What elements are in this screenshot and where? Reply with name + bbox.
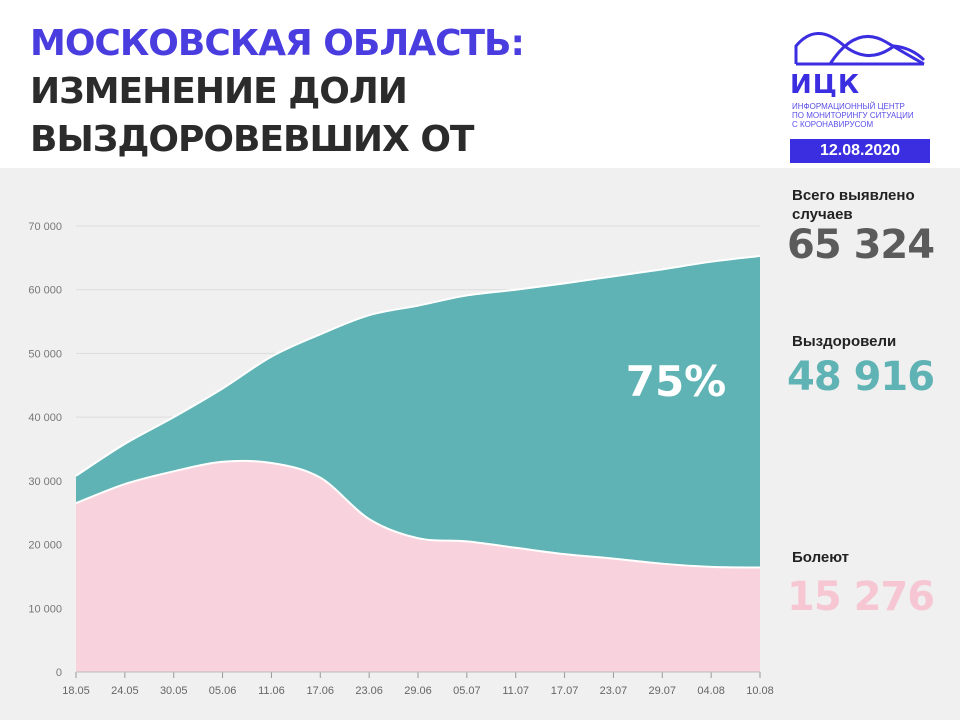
y-tick-label: 60 000 [28,285,62,297]
y-tick-label: 50 000 [28,348,62,360]
y-tick-label: 10 000 [28,603,62,615]
logo-name: ИЦК [790,70,861,100]
recovered-label: Выздоровели [792,333,897,350]
y-tick-label: 20 000 [28,540,62,552]
date-badge: 12.08.2020 [790,139,930,163]
recovered-value: 48 916 [787,354,935,400]
sick-value: 15 276 [787,574,935,620]
x-tick-label: 24.05 [111,685,139,697]
x-tick-label: 10.08 [746,685,774,697]
x-tick-label: 05.07 [453,685,481,697]
recovered-share-label: 75% [626,357,727,406]
x-tick-label: 17.06 [307,685,335,697]
y-tick-label: 30 000 [28,476,62,488]
title-region: Московская область: [30,23,525,64]
x-tick-label: 29.07 [649,685,677,697]
logo-subtitle: Информационный центр по мониторингу ситу… [792,102,942,129]
total-value: 65 324 [787,222,935,268]
line-sick [75,459,761,569]
y-tick-label: 0 [56,667,62,679]
x-tick-label: 23.06 [355,685,383,697]
logo: ИЦК Информационный центр по мониторингу … [790,18,940,129]
x-tick-label: 30.05 [160,685,188,697]
line-total [75,254,761,477]
x-tick-label: 18.05 [62,685,90,697]
total-label-line: Всего выявлено [792,187,915,204]
logo-subtitle-line: с коронавирусом [792,120,874,129]
logo-mark-icon [794,32,926,66]
logo-subtitle-line: по мониторингу ситуации [792,111,914,120]
x-tick-label: 04.08 [697,685,725,697]
sick-label: Болеют [792,549,850,566]
x-tick-label: 05.06 [209,685,237,697]
x-tick-label: 11.07 [502,685,529,697]
logo-subtitle-line: Информационный центр [792,102,905,111]
area-sick [76,460,760,672]
y-tick-label: 40 000 [28,412,62,424]
x-tick-label: 11.06 [258,685,285,697]
x-tick-label: 23.07 [600,685,628,697]
total-label: Всего выявлено случаев [792,186,915,224]
x-tick-label: 17.07 [551,685,579,697]
y-tick-label: 70 000 [28,221,62,233]
area-chart: 0 10 000 20 000 30 000 40 000 50 000 60 000 70 … [28,221,774,697]
header: Московская область: изменение доли выздо… [0,0,960,208]
total-label-line: случаев [792,206,853,223]
x-tick-label: 29.06 [404,685,432,697]
